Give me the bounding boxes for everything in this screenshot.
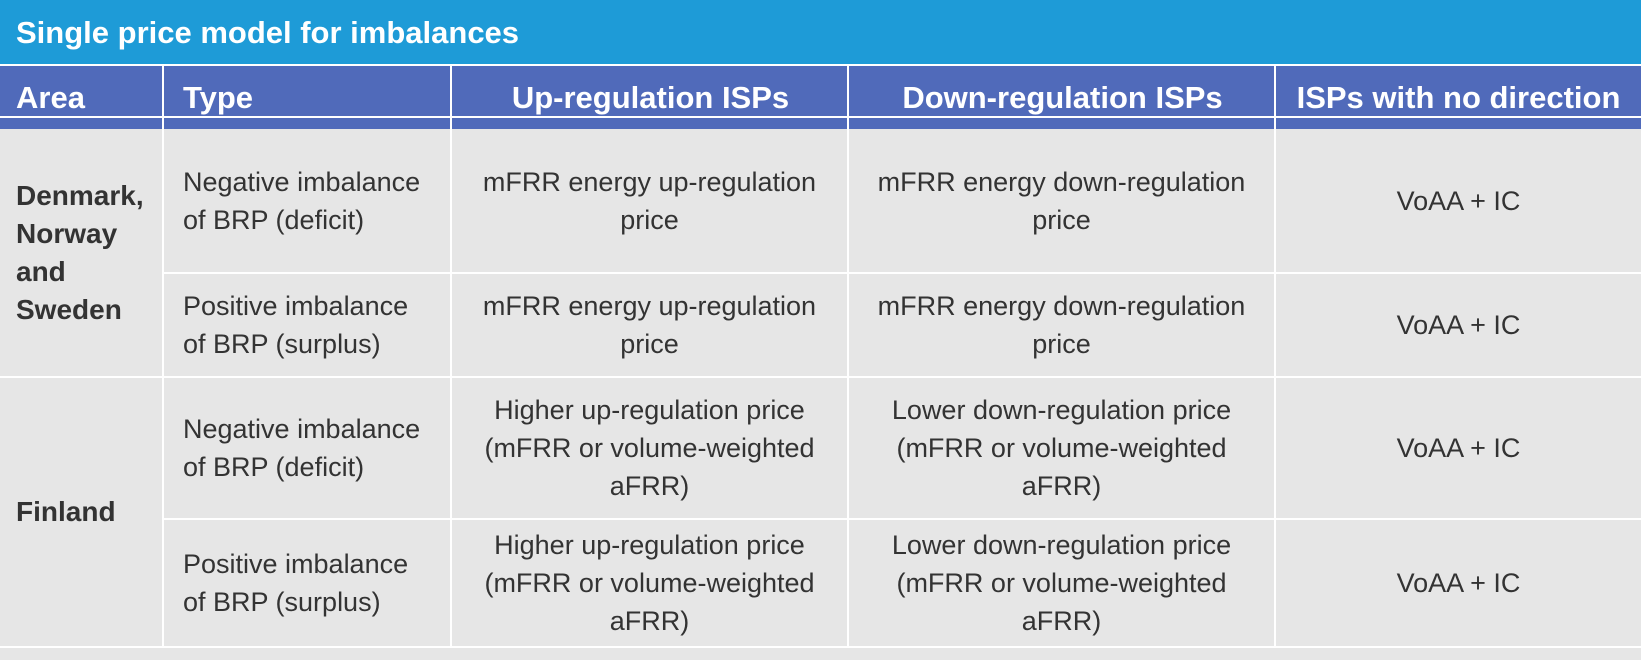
- down-text: Lower down-regulation price (mFRR or vol…: [891, 395, 1232, 501]
- type-text: Negative imbalance of BRP (deficit): [183, 166, 421, 235]
- down-text: mFRR energy down-regulation price: [877, 291, 1246, 359]
- table-row-partial: [0, 648, 1641, 660]
- down-text: Lower down-regulation price (mFRR or vol…: [891, 530, 1232, 636]
- table-cell-type: Positive imbalance of BRP (surplus): [164, 520, 450, 646]
- area-cell-finland: Finland: [0, 378, 162, 646]
- table-cell-up: mFRR energy up-regulation price: [452, 129, 847, 272]
- up-text: Higher up-regulation price (mFRR or volu…: [484, 530, 815, 636]
- none-text: VoAA + IC: [1396, 310, 1521, 340]
- table-header: Area Type Up-regulation ISPs Down-regula…: [0, 66, 1641, 129]
- table-cell-type: Positive imbalance of BRP (surplus): [164, 274, 450, 376]
- table-cell-none: VoAA + IC: [1276, 129, 1641, 272]
- area-cell-nordic: Denmark, Norway and Sweden: [0, 129, 162, 376]
- header-band: [0, 116, 1641, 129]
- table-cell-down: mFRR energy down-regulation price: [849, 274, 1274, 376]
- column-divider: [1274, 66, 1276, 129]
- up-text: mFRR energy up-regulation price: [482, 291, 817, 359]
- table-cell-down: mFRR energy down-regulation price: [849, 129, 1274, 272]
- type-text: Positive imbalance of BRP (surplus): [183, 549, 409, 617]
- type-text: Negative imbalance of BRP (deficit): [183, 414, 421, 482]
- down-text: mFRR energy down-regulation price: [877, 166, 1246, 235]
- header-type: Type: [183, 80, 254, 115]
- table-cell-type: Negative imbalance of BRP (deficit): [164, 378, 450, 518]
- table-cell-up: Higher up-regulation price (mFRR or volu…: [452, 378, 847, 518]
- table-cell-down: Lower down-regulation price (mFRR or vol…: [849, 378, 1274, 518]
- header-down-regulation: Down-regulation ISPs: [902, 80, 1223, 115]
- table-cell-up: Higher up-regulation price (mFRR or volu…: [452, 520, 847, 646]
- none-text: VoAA + IC: [1396, 568, 1521, 598]
- title-divider: [0, 64, 1641, 66]
- column-divider: [162, 66, 164, 129]
- table-cell-none: VoAA + IC: [1276, 274, 1641, 376]
- column-divider: [450, 66, 452, 129]
- none-text: VoAA + IC: [1396, 185, 1521, 216]
- none-text: VoAA + IC: [1396, 433, 1521, 463]
- table-cell-none: VoAA + IC: [1276, 378, 1641, 518]
- header-no-direction: ISPs with no direction: [1296, 80, 1621, 115]
- column-divider: [847, 66, 849, 129]
- table-cell-type: Negative imbalance of BRP (deficit): [164, 129, 450, 272]
- table-cell-none: VoAA + IC: [1276, 520, 1641, 646]
- up-text: Higher up-regulation price (mFRR or volu…: [484, 395, 815, 501]
- header-area: Area: [16, 80, 85, 115]
- type-text: Positive imbalance of BRP (surplus): [183, 291, 409, 359]
- header-up-regulation: Up-regulation ISPs: [511, 80, 790, 115]
- page-title: Single price model for imbalances: [0, 0, 1641, 64]
- table-cell-down: Lower down-regulation price (mFRR or vol…: [849, 520, 1274, 646]
- area-label: Finland: [16, 496, 116, 527]
- up-text: mFRR energy up-regulation price: [482, 166, 817, 235]
- table-cell-up: mFRR energy up-regulation price: [452, 274, 847, 376]
- area-label: Denmark, Norway and Sweden: [16, 179, 144, 325]
